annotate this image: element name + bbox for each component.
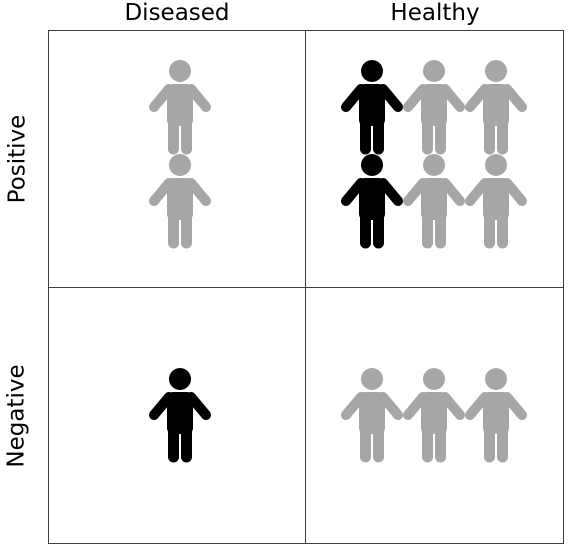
person-icon	[464, 368, 528, 464]
person-icon	[402, 154, 466, 250]
row-label-positive: Positive	[4, 115, 30, 204]
row-label-positive-wrapper: Positive	[0, 30, 34, 288]
cell-positive-diseased	[49, 31, 306, 288]
row-label-negative: Negative	[4, 364, 30, 467]
cell-negative-diseased	[49, 288, 306, 543]
person-icon-highlighted	[340, 154, 404, 250]
person-icon	[402, 368, 466, 464]
person-icon	[148, 60, 212, 156]
row-label-negative-wrapper: Negative	[0, 288, 34, 544]
person-icon-highlighted	[340, 60, 404, 156]
person-icon	[464, 154, 528, 250]
confusion-matrix-grid	[48, 30, 564, 544]
person-icon	[402, 60, 466, 156]
column-label-diseased: Diseased	[48, 0, 306, 28]
column-label-healthy: Healthy	[306, 0, 564, 28]
person-icon	[148, 154, 212, 250]
person-icon	[464, 60, 528, 156]
person-icon-highlighted	[148, 368, 212, 464]
cell-negative-healthy	[306, 288, 563, 543]
cell-positive-healthy	[306, 31, 563, 288]
person-icon	[340, 368, 404, 464]
